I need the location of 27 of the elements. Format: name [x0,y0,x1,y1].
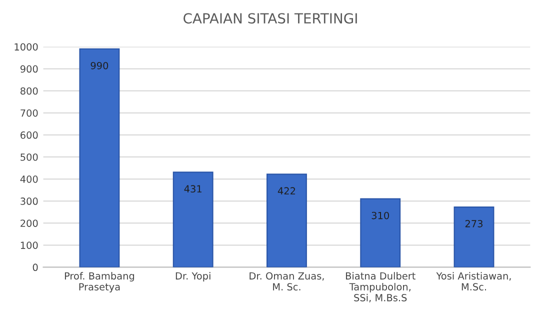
chart-title: CAPAIAN SITASI TERTINGI [184,13,357,24]
x-tick-label: Dr. Oman Zuas, M. Sc. [250,272,324,290]
y-tick-label: 900 [20,65,38,73]
bar [266,174,307,268]
x-tick-label: Biatna Dulbert Tampubolon, SSi, M.Bs.S [346,272,416,302]
y-tick-label: 800 [20,87,38,95]
y-tick-label: 600 [20,131,38,139]
data-label: 273 [465,220,482,228]
bar [172,172,214,268]
bar [360,198,401,268]
y-tick-label: 400 [20,176,38,183]
y-tick-label: 0 [32,264,38,272]
x-tick-label: Yosi Aristiawan, M.Sc. [436,272,511,290]
x-tick-label: Dr. Yopi [176,272,210,282]
y-tick-label: 300 [20,198,38,205]
bar [454,206,494,268]
y-tick-label: 700 [20,109,38,117]
data-label: 310 [372,212,389,220]
data-label: 990 [90,62,108,70]
bar [79,48,120,268]
y-tick-label: 100 [20,242,38,249]
data-label: 431 [184,185,202,193]
x-tick-label: Prof. Bambang Prasetya [64,272,134,292]
y-tick-label: 200 [20,220,38,227]
y-tick-label: 1000 [14,43,38,51]
data-label: 422 [278,187,296,194]
y-tick-label: 500 [20,153,38,161]
